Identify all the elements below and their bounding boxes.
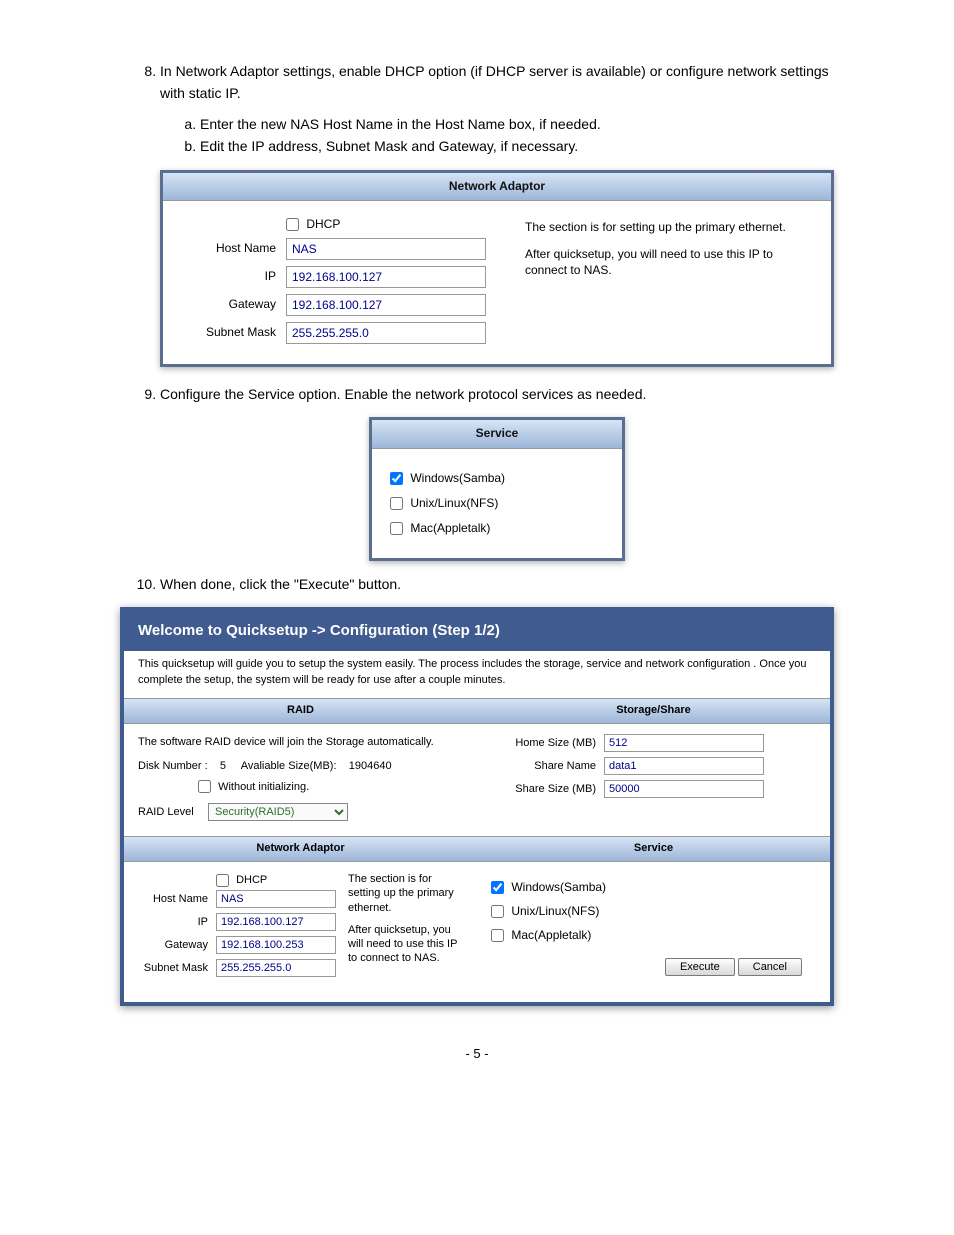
without-init-label: Without initializing. — [218, 781, 309, 793]
host-name-label: Host Name — [181, 239, 286, 258]
execute-button[interactable]: Execute — [665, 958, 735, 976]
summary-na-help1: The section is for setting up the primar… — [348, 872, 463, 915]
step-8a: Enter the new NAS Host Name in the Host … — [200, 113, 834, 135]
host-name-input[interactable] — [286, 238, 486, 260]
storage-header: Storage/Share — [477, 698, 830, 724]
cancel-button[interactable]: Cancel — [738, 958, 802, 976]
gateway-label: Gateway — [181, 295, 286, 314]
na-help-line1: The section is for setting up the primar… — [525, 219, 813, 236]
summary-service-mac[interactable]: Mac(Appletalk) — [491, 928, 591, 942]
summary-service-windows[interactable]: Windows(Samba) — [491, 880, 606, 894]
summary-unix-checkbox[interactable] — [491, 905, 504, 918]
disk-number-value: 5 — [220, 760, 226, 772]
without-init[interactable]: Without initializing. — [198, 781, 309, 793]
ip-label: IP — [181, 267, 286, 286]
summary-hostname-input[interactable] — [216, 890, 336, 908]
step-10: When done, click the "Execute" button. W… — [160, 573, 834, 1006]
summary-mac-checkbox[interactable] — [491, 929, 504, 942]
step-9: Configure the Service option. Enable the… — [160, 383, 834, 561]
summary-desc: This quicksetup will guide you to setup … — [124, 651, 830, 698]
mac-label: Mac(Appletalk) — [410, 521, 490, 535]
step-10-text: When done, click the "Execute" button. — [160, 576, 401, 592]
without-init-checkbox[interactable] — [198, 780, 211, 793]
summary-hostname-label: Host Name — [138, 891, 216, 908]
subnet-label: Subnet Mask — [181, 323, 286, 342]
summary-gateway-input[interactable] — [216, 936, 336, 954]
service-mac[interactable]: Mac(Appletalk) — [390, 521, 490, 535]
ip-input[interactable] — [286, 266, 486, 288]
dhcp-checkbox-wrap[interactable]: DHCP — [286, 215, 340, 234]
raid-level-select[interactable]: Security(RAID5) — [208, 803, 348, 821]
dhcp-checkbox[interactable] — [286, 218, 299, 231]
summary-network-header: Network Adaptor — [124, 836, 477, 862]
summary-ip-label: IP — [138, 914, 216, 931]
summary-subnet-label: Subnet Mask — [138, 960, 216, 977]
step-8: In Network Adaptor settings, enable DHCP… — [160, 60, 834, 367]
summary-service-column: Service Windows(Samba) Unix/Linux(NFS) — [477, 836, 830, 992]
raid-header: RAID — [124, 698, 477, 724]
raid-column: RAID The software RAID device will join … — [124, 698, 477, 836]
service-header: Service — [372, 420, 622, 448]
gateway-input[interactable] — [286, 294, 486, 316]
quicksetup-summary-panel: Welcome to Quicksetup -> Configuration (… — [120, 607, 834, 1006]
mac-checkbox[interactable] — [390, 522, 403, 535]
disk-number-label: Disk Number : — [138, 760, 208, 772]
summary-service-unix[interactable]: Unix/Linux(NFS) — [491, 904, 599, 918]
instruction-list: In Network Adaptor settings, enable DHCP… — [120, 60, 834, 1006]
share-size-input[interactable] — [604, 780, 764, 798]
network-adaptor-header: Network Adaptor — [163, 173, 831, 201]
service-unix[interactable]: Unix/Linux(NFS) — [390, 496, 498, 510]
subnet-input[interactable] — [286, 322, 486, 344]
windows-checkbox[interactable] — [390, 472, 403, 485]
home-size-label: Home Size (MB) — [491, 735, 604, 752]
share-size-label: Share Size (MB) — [491, 781, 604, 798]
summary-unix-label: Unix/Linux(NFS) — [511, 904, 599, 918]
summary-subnet-input[interactable] — [216, 959, 336, 977]
summary-network-column: Network Adaptor DHCP Host Name — [124, 836, 477, 992]
summary-ip-input[interactable] — [216, 913, 336, 931]
share-name-input[interactable] — [604, 757, 764, 775]
avail-value: 1904640 — [349, 760, 392, 772]
service-panel: Service Windows(Samba) Unix/Linux(NFS) — [369, 417, 625, 561]
summary-service-header: Service — [477, 836, 830, 862]
step-8-sublist: Enter the new NAS Host Name in the Host … — [160, 113, 834, 158]
network-adaptor-help: The section is for setting up the primar… — [511, 215, 813, 350]
avail-label: Avaliable Size(MB): — [241, 760, 337, 772]
windows-label: Windows(Samba) — [410, 471, 505, 485]
raid-intro: The software RAID device will join the S… — [138, 734, 463, 751]
unix-checkbox[interactable] — [390, 497, 403, 510]
step-9-text: Configure the Service option. Enable the… — [160, 386, 646, 402]
summary-dhcp-label: DHCP — [236, 874, 267, 886]
step-8-text: In Network Adaptor settings, enable DHCP… — [160, 63, 829, 101]
service-windows[interactable]: Windows(Samba) — [390, 471, 505, 485]
raid-level-label: RAID Level — [138, 804, 208, 821]
summary-na-help2: After quicksetup, you will need to use t… — [348, 923, 463, 966]
summary-windows-checkbox[interactable] — [491, 881, 504, 894]
step-8b: Edit the IP address, Subnet Mask and Gat… — [200, 135, 834, 157]
network-adaptor-panel: Network Adaptor DHCP Host Name IP — [160, 170, 834, 367]
summary-gateway-label: Gateway — [138, 937, 216, 954]
share-name-label: Share Name — [491, 758, 604, 775]
summary-dhcp-checkbox[interactable] — [216, 874, 229, 887]
storage-column: Storage/Share Home Size (MB) Share Name … — [477, 698, 830, 836]
home-size-input[interactable] — [604, 734, 764, 752]
unix-label: Unix/Linux(NFS) — [410, 496, 498, 510]
summary-title: Welcome to Quicksetup -> Configuration (… — [124, 611, 830, 651]
summary-windows-label: Windows(Samba) — [511, 880, 606, 894]
summary-network-help: The section is for setting up the primar… — [338, 872, 463, 983]
summary-dhcp[interactable]: DHCP — [216, 872, 267, 889]
page-number: - 5 - — [120, 1046, 834, 1061]
dhcp-label: DHCP — [306, 217, 340, 231]
summary-mac-label: Mac(Appletalk) — [511, 928, 591, 942]
na-help-line2: After quicksetup, you will need to use t… — [525, 246, 813, 280]
